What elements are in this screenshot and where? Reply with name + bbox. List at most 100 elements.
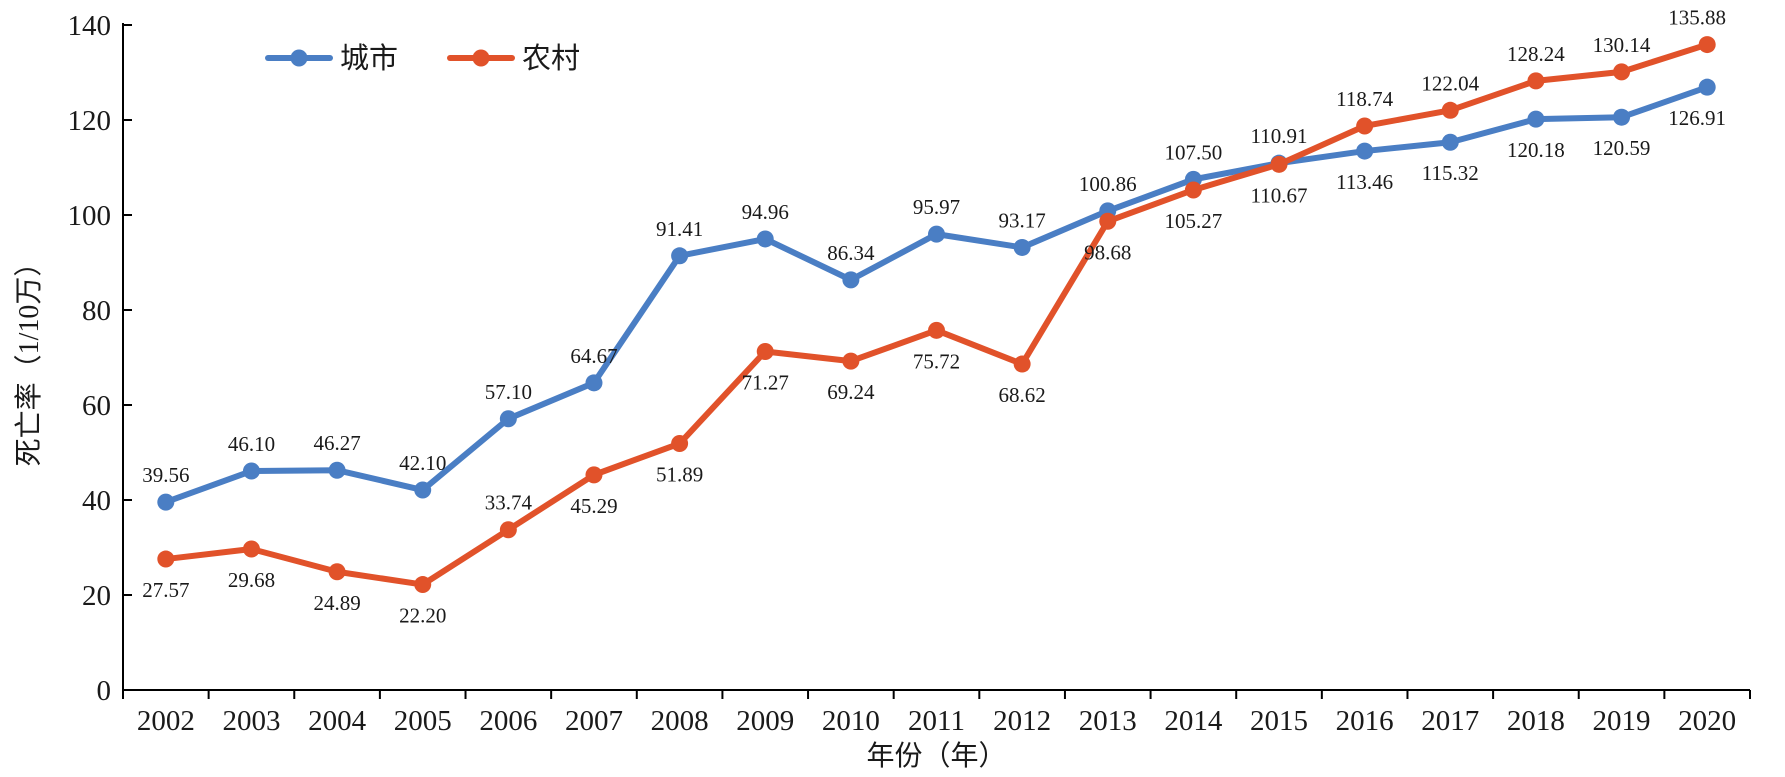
- data-label: 94.96: [742, 200, 789, 224]
- data-point: [157, 550, 175, 568]
- data-label: 126.91: [1668, 106, 1726, 130]
- y-tick-label: 60: [82, 390, 111, 422]
- data-label: 113.46: [1336, 170, 1393, 194]
- data-label: 46.27: [313, 431, 360, 455]
- x-tick-label: 2003: [222, 705, 280, 737]
- data-label: 71.27: [742, 370, 789, 394]
- data-point: [1013, 238, 1031, 256]
- data-point: [328, 563, 346, 581]
- data-point: [328, 461, 346, 479]
- data-point: [842, 271, 860, 289]
- data-point: [499, 521, 517, 539]
- data-point: [928, 225, 945, 243]
- data-point: [1527, 72, 1545, 90]
- x-tick-label: 2002: [137, 705, 195, 737]
- x-tick-label: 2004: [308, 705, 367, 737]
- x-tick-label: 2020: [1678, 705, 1736, 737]
- y-tick-label: 40: [82, 485, 111, 517]
- x-tick-label: 2005: [394, 705, 452, 737]
- x-tick-label: 2009: [736, 705, 794, 737]
- data-label: 95.97: [913, 195, 960, 219]
- data-label: 100.86: [1079, 172, 1137, 196]
- x-tick-label: 2006: [479, 705, 537, 737]
- data-point: [756, 230, 774, 248]
- y-tick-label: 120: [68, 105, 112, 137]
- data-label: 120.59: [1593, 136, 1651, 160]
- y-tick-label: 0: [97, 675, 112, 707]
- y-tick-label: 100: [68, 200, 112, 232]
- legend-label: 农村: [522, 42, 580, 75]
- data-point: [1441, 101, 1459, 119]
- data-label: 75.72: [913, 349, 960, 373]
- data-label: 128.24: [1507, 42, 1565, 66]
- x-tick-label: 2010: [822, 705, 880, 737]
- y-tick-label: 140: [68, 10, 112, 42]
- legend-swatch-marker: [472, 49, 490, 67]
- x-tick-label: 2016: [1336, 705, 1394, 737]
- data-label: 45.29: [570, 494, 617, 518]
- data-label: 105.27: [1165, 209, 1223, 233]
- data-point: [1013, 355, 1031, 373]
- data-point: [928, 321, 945, 339]
- data-point: [1698, 78, 1716, 96]
- chart-data-labels: 39.56 46.10 46.27 42.10 57.10 64.67 91.41 94.96…: [142, 6, 1726, 628]
- data-point: [1099, 212, 1117, 230]
- data-label: 46.10: [228, 432, 275, 456]
- legend-label: 城市: [340, 42, 398, 75]
- data-label: 91.41: [656, 217, 703, 241]
- data-point: [414, 481, 432, 499]
- data-label: 122.04: [1421, 71, 1479, 95]
- data-label: 98.68: [1084, 240, 1131, 264]
- chart-series: [157, 36, 1716, 594]
- data-point: [756, 342, 774, 360]
- x-tick-label: 2011: [908, 705, 965, 737]
- data-point: [1270, 155, 1288, 173]
- x-tick-label: 2013: [1079, 705, 1137, 737]
- data-label: 33.74: [485, 491, 533, 515]
- legend-swatch-marker: [290, 49, 308, 67]
- data-point: [585, 466, 603, 484]
- data-point: [1356, 142, 1374, 160]
- data-label: 110.67: [1251, 183, 1308, 207]
- y-axis-title: 死亡率（1/10万）: [13, 249, 45, 467]
- x-tick-label: 2018: [1507, 705, 1565, 737]
- data-point: [1184, 181, 1202, 199]
- data-point: [242, 462, 260, 480]
- x-tick-label: 2014: [1164, 705, 1223, 737]
- data-label: 135.88: [1668, 6, 1726, 30]
- data-label: 29.68: [228, 568, 275, 592]
- data-point: [499, 410, 517, 428]
- x-axis-title: 年份（年）: [866, 740, 1006, 772]
- data-point: [1613, 63, 1631, 81]
- series-line-1: [162, 41, 1711, 588]
- data-label: 22.20: [399, 604, 446, 628]
- data-label: 115.32: [1422, 161, 1479, 185]
- data-label: 93.17: [999, 208, 1046, 232]
- data-point: [671, 435, 689, 453]
- data-label: 120.18: [1507, 138, 1565, 162]
- data-point: [1356, 117, 1374, 135]
- data-label: 27.57: [142, 578, 189, 602]
- data-label: 107.50: [1165, 140, 1223, 164]
- data-point: [242, 540, 260, 558]
- data-label: 110.91: [1251, 124, 1308, 148]
- data-point: [585, 374, 603, 392]
- y-tick-label: 20: [82, 580, 111, 612]
- data-label: 69.24: [827, 380, 875, 404]
- data-label: 42.10: [399, 451, 446, 475]
- x-tick-label: 2008: [651, 705, 709, 737]
- data-label: 130.14: [1593, 33, 1651, 57]
- data-point: [842, 352, 860, 370]
- chart-axes: 0 20 40 60 80 100 120 140 2002 2003 2004 2005 2006 20…: [68, 10, 1751, 737]
- data-point: [1441, 133, 1459, 151]
- data-point: [1613, 108, 1631, 126]
- chart-legend: 城市 农村: [265, 42, 580, 75]
- data-point: [157, 493, 175, 511]
- y-tick-label: 80: [82, 295, 111, 327]
- data-label: 51.89: [656, 463, 703, 487]
- data-label: 118.74: [1336, 87, 1393, 111]
- series-line-0: [162, 84, 1711, 506]
- data-point: [414, 576, 432, 594]
- data-label: 86.34: [827, 241, 875, 265]
